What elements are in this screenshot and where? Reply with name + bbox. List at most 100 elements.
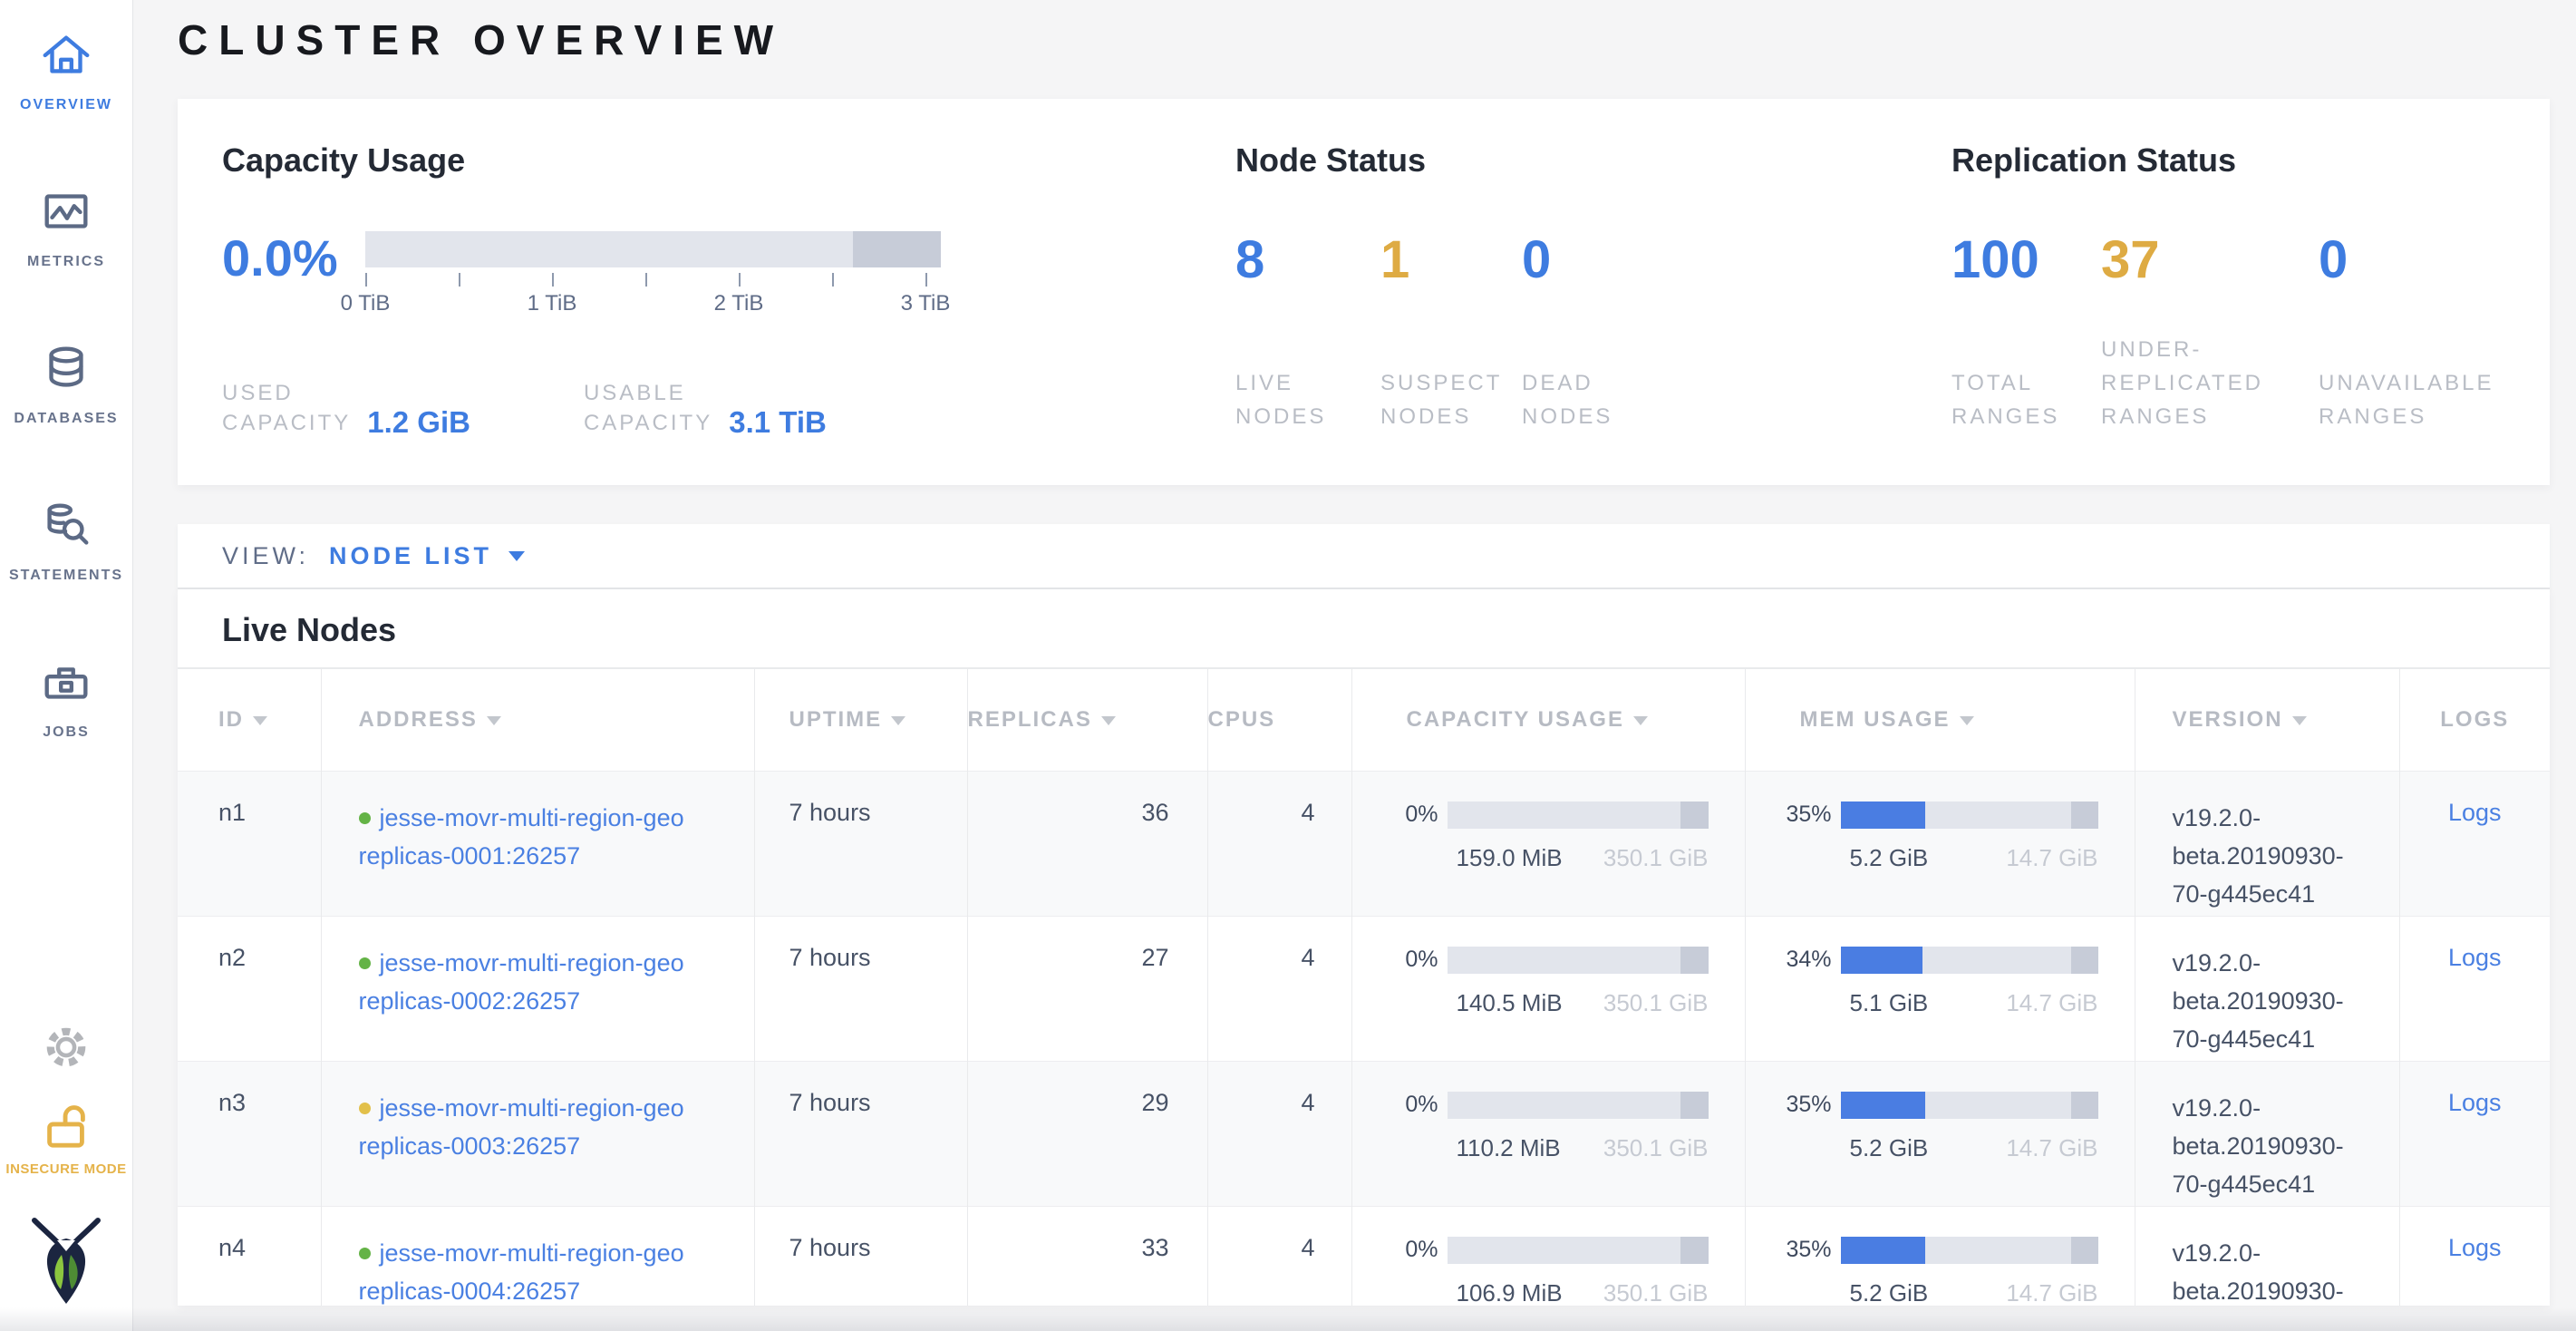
node-uptime: 7 hours — [753, 1061, 967, 1206]
sidebar-item-metrics[interactable]: METRICS — [0, 184, 132, 270]
node-mem-usage: 34% 5.1 GiB 14.7 GiB — [1744, 916, 2135, 1061]
logs-link[interactable]: Logs — [2447, 1233, 2502, 1261]
mem-bar — [1840, 801, 2098, 829]
sort-caret-icon — [891, 715, 906, 725]
sort-caret-icon — [1100, 715, 1116, 725]
statements-icon — [38, 498, 94, 554]
node-status-section: Node Status 8 LIVE NODES 1 SUSPECT NODES… — [1235, 99, 1951, 485]
suspect-nodes-stat: 1 SUSPECT NODES — [1380, 229, 1522, 433]
node-replicas: 33 — [966, 1206, 1207, 1306]
logs-link[interactable]: Logs — [2447, 1088, 2502, 1116]
total-ranges-value: 100 — [1951, 230, 2039, 289]
header-capacity-usage[interactable]: CAPACITY USAGE — [1351, 667, 1745, 771]
mem-bar — [1840, 946, 2098, 974]
node-address-cell: jesse-movr-multi-region-geo replicas-000… — [320, 771, 754, 916]
node-status-dot — [358, 957, 371, 969]
node-address-link[interactable]: jesse-movr-multi-region-geo replicas-000… — [358, 948, 684, 1015]
suspect-nodes-label: SUSPECT NODES — [1380, 371, 1503, 429]
jobs-icon — [38, 655, 94, 711]
sort-caret-icon — [1632, 715, 1648, 725]
node-version: v19.2.0-beta.20190930-70-g445ec41 — [2134, 771, 2399, 916]
dead-nodes-label: DEAD NODES — [1522, 371, 1613, 429]
sidebar-item-label: OVERVIEW — [20, 97, 112, 112]
node-cpus: 4 — [1206, 771, 1351, 916]
usable-capacity-label: USABLE CAPACITY — [583, 381, 713, 435]
sidebar-item-jobs[interactable]: JOBS — [0, 655, 132, 741]
node-address-link[interactable]: jesse-movr-multi-region-geo replicas-000… — [358, 1239, 684, 1305]
node-replicas: 27 — [966, 916, 1207, 1061]
table-row: n4 jesse-movr-multi-region-geo replicas-… — [178, 1206, 2550, 1306]
node-replicas: 36 — [966, 771, 1207, 916]
capacity-bar — [1447, 801, 1709, 829]
node-cpus: 4 — [1206, 1206, 1351, 1306]
sidebar-item-statements[interactable]: STATEMENTS — [0, 498, 132, 584]
unavailable-ranges-label: UNAVAILABLE RANGES — [2319, 371, 2494, 429]
node-address-link[interactable]: jesse-movr-multi-region-geo replicas-000… — [358, 1093, 684, 1160]
header-uptime[interactable]: UPTIME — [753, 667, 967, 771]
sidebar-item-databases[interactable]: DATABASES — [0, 341, 132, 427]
table-header-row: ID ADDRESS UPTIME REPLICAS CPUS CAPACITY… — [178, 667, 2550, 771]
header-id[interactable]: ID — [178, 667, 321, 771]
open-lock-icon — [38, 1095, 94, 1151]
node-status-dot — [358, 1102, 371, 1114]
databases-icon — [38, 341, 94, 397]
sidebar-item-label: DATABASES — [14, 411, 119, 426]
replication-status-section: Replication Status 100 TOTAL RANGES 37 U… — [1951, 99, 2550, 485]
header-mem-usage[interactable]: MEM USAGE — [1744, 667, 2135, 771]
tick-label: 2 TiB — [713, 291, 764, 316]
dead-nodes-value: 0 — [1522, 230, 1552, 289]
sort-caret-icon — [486, 715, 501, 725]
view-selected-option[interactable]: NODE LIST — [329, 541, 493, 569]
sidebar-item-overview[interactable]: OVERVIEW — [0, 27, 132, 113]
node-version: v19.2.0-beta.20190930-70-g445ec41 — [2134, 1061, 2399, 1206]
capacity-usage-title: Capacity Usage — [222, 141, 466, 179]
suspect-nodes-value: 1 — [1380, 230, 1410, 289]
mem-bar — [1840, 1091, 2098, 1119]
view-selector[interactable]: VIEW: NODE LIST — [178, 524, 2550, 589]
node-mem-usage: 35% 5.2 GiB 14.7 GiB — [1744, 1206, 2135, 1306]
node-cpus: 4 — [1206, 1061, 1351, 1206]
logs-link[interactable]: Logs — [2447, 798, 2502, 826]
sort-caret-icon — [1959, 715, 1974, 725]
settings-button[interactable] — [0, 1021, 132, 1078]
unavailable-ranges-value: 0 — [2319, 230, 2348, 289]
replication-status-title: Replication Status — [1951, 141, 2237, 179]
cockroachdb-logo[interactable] — [0, 1213, 132, 1312]
header-address[interactable]: ADDRESS — [320, 667, 754, 771]
node-address-cell: jesse-movr-multi-region-geo replicas-000… — [320, 916, 754, 1061]
header-version[interactable]: VERSION — [2134, 667, 2399, 771]
usable-capacity-stat: USABLE CAPACITY 3.1 TiB — [584, 378, 827, 438]
capacity-usage-section: Capacity Usage 0.0% 0 TiB 1 TiB — [178, 99, 1235, 485]
insecure-mode-label: INSECURE MODE — [5, 1161, 127, 1177]
usable-capacity-value: 3.1 TiB — [729, 405, 827, 439]
main-content: CLUSTER OVERVIEW Capacity Usage 0.0% — [133, 0, 2576, 1331]
sort-caret-icon — [253, 715, 267, 725]
capacity-bar — [1447, 1091, 1709, 1119]
live-nodes-stat: 8 LIVE NODES — [1235, 229, 1380, 433]
header-logs: LOGS — [2398, 667, 2550, 771]
table-row: n2 jesse-movr-multi-region-geo replicas-… — [178, 916, 2550, 1061]
node-capacity-usage: 0% 106.9 MiB 350.1 GiB — [1351, 1206, 1745, 1306]
live-nodes-panel: Live Nodes ID ADDRESS UPTIME REPLICAS CP… — [178, 589, 2550, 1306]
cockroach-bug-icon — [32, 1218, 101, 1304]
live-nodes-title: Live Nodes — [222, 611, 397, 648]
capacity-gauge: 0.0% 0 TiB 1 TiB 2 TiB — [222, 231, 1235, 316]
logs-link[interactable]: Logs — [2447, 943, 2502, 971]
tick-label: 3 TiB — [900, 291, 951, 316]
capacity-bar — [1447, 946, 1709, 974]
node-capacity-usage: 0% 140.5 MiB 350.1 GiB — [1351, 916, 1745, 1061]
node-address-link[interactable]: jesse-movr-multi-region-geo replicas-000… — [358, 803, 684, 870]
total-ranges-label: TOTAL RANGES — [1951, 371, 2060, 429]
header-replicas[interactable]: REPLICAS — [966, 667, 1207, 771]
chevron-down-icon — [508, 550, 526, 561]
tick-label: 0 TiB — [340, 291, 391, 316]
node-status-dot — [358, 1247, 371, 1259]
node-status-title: Node Status — [1235, 141, 1427, 179]
node-uptime: 7 hours — [753, 916, 967, 1061]
view-label: VIEW: — [222, 541, 310, 569]
node-capacity-usage: 0% 159.0 MiB 350.1 GiB — [1351, 771, 1745, 916]
node-mem-usage: 35% 5.2 GiB 14.7 GiB — [1744, 1061, 2135, 1206]
sidebar-item-label: STATEMENTS — [8, 568, 124, 583]
insecure-mode-indicator[interactable]: INSECURE MODE — [0, 1095, 132, 1177]
live-nodes-table: ID ADDRESS UPTIME REPLICAS CPUS CAPACITY… — [178, 667, 2550, 1306]
